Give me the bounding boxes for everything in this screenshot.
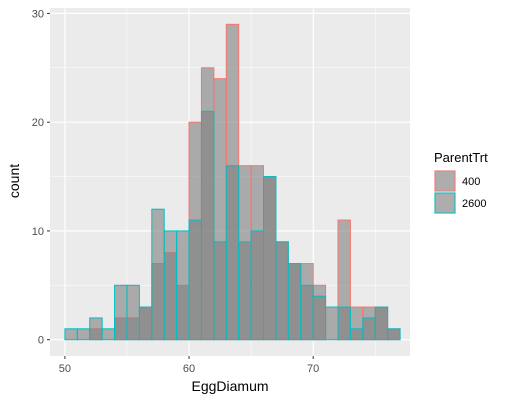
x-tick-label: 50 — [59, 363, 71, 375]
bar — [176, 230, 190, 341]
bar — [213, 241, 227, 341]
x-axis-title: EggDiamum — [191, 378, 268, 394]
bar — [238, 241, 252, 341]
bar — [200, 110, 215, 341]
bar — [163, 230, 178, 341]
series-2600 — [64, 110, 401, 341]
bar — [126, 284, 140, 341]
legend-key-400: 400 — [434, 170, 480, 192]
bar — [300, 284, 314, 341]
y-tick-label: 20 — [32, 117, 44, 129]
bar — [225, 165, 240, 341]
x-tick-label: 70 — [307, 363, 319, 375]
bar — [188, 219, 202, 341]
bar — [76, 328, 91, 341]
legend-label: 400 — [462, 176, 480, 188]
legend-label: 2600 — [462, 198, 486, 210]
bar — [337, 306, 351, 341]
bar — [151, 208, 165, 341]
x-axis-ticks: 50 60 70 — [59, 356, 319, 375]
bar — [387, 328, 401, 341]
bar — [312, 295, 327, 341]
bar — [349, 328, 364, 341]
y-tick-label: 10 — [32, 226, 44, 238]
bar — [138, 306, 153, 341]
y-tick-label: 0 — [38, 335, 44, 347]
y-axis-title: count — [6, 164, 22, 198]
bar — [64, 328, 78, 341]
bar — [263, 176, 277, 341]
bar — [89, 317, 103, 341]
bar — [325, 306, 339, 341]
bar — [275, 241, 289, 341]
x-tick-label: 60 — [183, 363, 195, 375]
bar — [287, 263, 302, 341]
y-tick-label: 30 — [32, 8, 44, 20]
legend-swatch — [434, 170, 456, 192]
histogram-bars — [64, 23, 401, 341]
bar — [114, 284, 128, 341]
bar — [101, 328, 116, 341]
legend-swatch — [434, 192, 456, 214]
bar — [362, 317, 376, 341]
y-axis-ticks: 0 10 20 30 — [32, 8, 50, 347]
bar — [374, 306, 389, 341]
legend: ParentTrt 400 2600 — [434, 150, 488, 214]
legend-key-2600: 2600 — [434, 192, 486, 214]
legend-title: ParentTrt — [434, 150, 488, 165]
bar — [250, 230, 265, 341]
